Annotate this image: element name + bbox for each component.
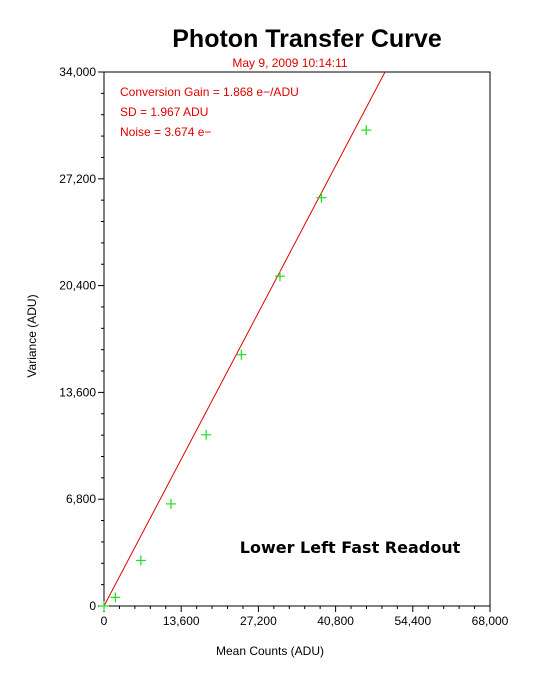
y-tick-label: 13,600	[59, 385, 96, 399]
data-point	[274, 271, 285, 282]
x-tick-label: 68,000	[472, 614, 509, 628]
data-point	[110, 592, 121, 603]
data-point	[165, 498, 176, 509]
noise-annotation: Noise = 3.674 e−	[120, 125, 211, 139]
data-point	[236, 349, 247, 360]
x-tick-label: 54,400	[394, 614, 431, 628]
x-tick-label: 40,800	[317, 614, 354, 628]
data-point	[201, 429, 212, 440]
x-axis-ticks: 0 13,600 27,200 40,800 54,400 68,000	[101, 606, 509, 628]
data-point	[316, 192, 327, 203]
sd-annotation: SD = 1.967 ADU	[120, 105, 208, 119]
y-axis-label: Variance (ADU)	[25, 294, 39, 377]
x-tick-label: 13,600	[163, 614, 200, 628]
y-tick-label: 6,800	[66, 492, 96, 506]
data-point	[361, 125, 372, 136]
readout-note: Lower Left Fast Readout	[240, 538, 461, 557]
data-points	[99, 125, 372, 611]
fit-line	[103, 71, 386, 607]
y-tick-label: 27,200	[59, 172, 96, 186]
y-tick-label: 20,400	[59, 279, 96, 293]
data-point	[135, 555, 146, 566]
chart-subtitle: May 9, 2009 10:14:11	[232, 56, 348, 70]
x-tick-label: 0	[101, 614, 108, 628]
conversion-gain-annotation: Conversion Gain = 1.868 e−/ADU	[120, 85, 299, 99]
plot-area	[103, 71, 491, 607]
x-tick-label: 27,200	[240, 614, 277, 628]
y-tick-label: 0	[89, 599, 96, 613]
y-tick-label: 34,000	[59, 65, 96, 79]
y-axis-ticks: 0 6,800 13,600 20,400 27,200 34,000	[59, 65, 104, 613]
x-axis-label: Mean Counts (ADU)	[216, 644, 324, 658]
data-point	[99, 601, 109, 611]
chart-title: Photon Transfer Curve	[172, 25, 442, 53]
